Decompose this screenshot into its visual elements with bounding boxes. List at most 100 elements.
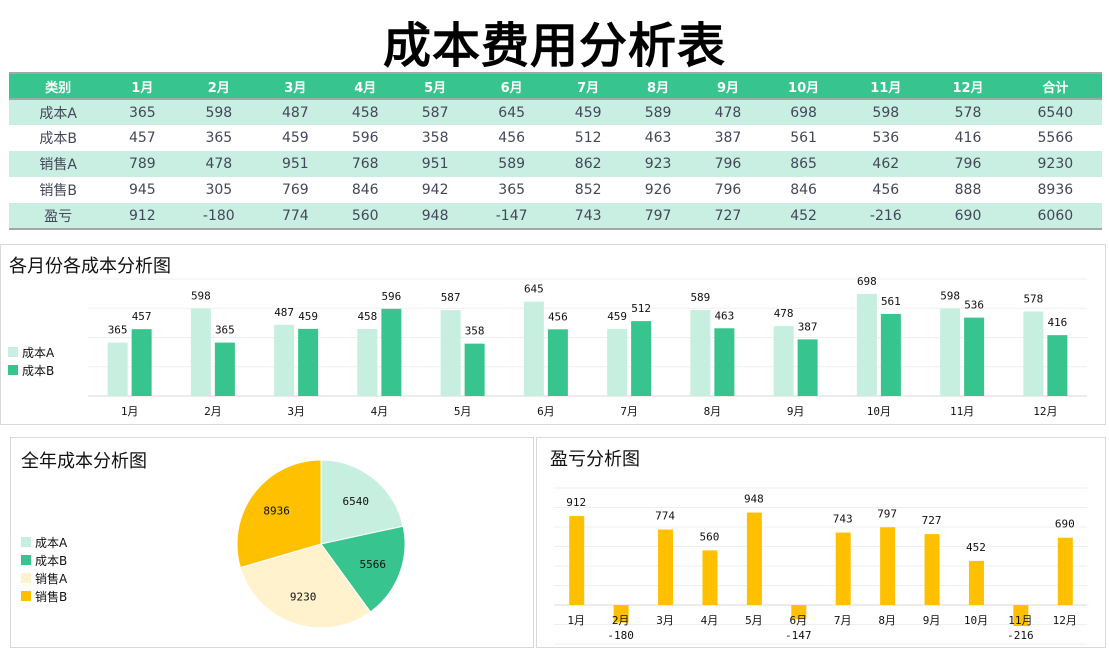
profit-bar <box>702 550 718 605</box>
table-cell: 587 <box>400 99 471 125</box>
data-label: 416 <box>1047 316 1067 329</box>
x-tick-label: 1月 <box>567 614 585 627</box>
table-cell: -216 <box>844 203 928 229</box>
table-row: 成本B 457 365 459 596 358 456 512 463 387 561 536 416 5… <box>9 125 1102 151</box>
pie-chart-svg: 6540 5566 9230 8936 <box>236 459 406 629</box>
data-label: 561 <box>881 295 901 308</box>
legend-item: 成本A <box>8 343 54 361</box>
data-label: 797 <box>877 507 897 520</box>
table-cell: 387 <box>714 130 742 146</box>
column-header: 9月 <box>693 73 763 100</box>
bar-cost-a <box>773 326 794 396</box>
bar-cost-b <box>214 342 235 396</box>
legend-label: 销售B <box>35 589 68 604</box>
table-cell: 862 <box>553 151 624 177</box>
column-header: 8月 <box>623 73 694 100</box>
data-label: 578 <box>1023 292 1043 305</box>
column-header: 7月 <box>553 73 624 100</box>
x-tick-label: 3月 <box>656 614 674 627</box>
chart-title: 盈亏分析图 <box>550 449 640 470</box>
profit-bar <box>835 532 851 605</box>
chart-title: 全年成本分析图 <box>21 451 147 472</box>
legend-item: 销售A <box>21 569 67 587</box>
table-cell: 487 <box>260 99 331 125</box>
table-cell: 456 <box>498 130 526 146</box>
x-tick-label: 4月 <box>371 405 389 418</box>
legend-swatch <box>21 591 31 601</box>
legend-swatch <box>21 537 31 547</box>
legend-swatch <box>8 347 18 357</box>
bar-cost-b <box>880 313 901 396</box>
profit-bar <box>613 605 629 623</box>
table-row: 销售A 789 478 951 768 951 589 862 923 796 865 462 796 9… <box>9 151 1102 177</box>
profit-bar <box>924 534 940 605</box>
x-tick-label: 6月 <box>537 405 555 418</box>
table-cell: 5566 <box>1037 130 1074 146</box>
table-cell: 789 <box>107 151 178 177</box>
table-cell: 456 <box>872 182 900 198</box>
data-label: 459 <box>607 310 627 323</box>
data-label: 698 <box>857 275 877 288</box>
x-tick-label: 10月 <box>867 405 891 418</box>
data-label: 589 <box>690 291 710 304</box>
data-label: 774 <box>655 510 675 523</box>
bar-cost-b <box>298 328 319 396</box>
column-header: 3月 <box>260 73 331 100</box>
bar-cost-b <box>797 339 818 396</box>
row-label: 销售B <box>39 183 77 199</box>
data-label: 948 <box>744 493 764 506</box>
profit-bar <box>880 527 896 605</box>
bar-cost-b <box>631 321 652 396</box>
table-cell: 796 <box>714 182 742 198</box>
bar-chart-svg: 365 457 1月 598 365 2月 487 459 3月 458 596 4月 587 358 5月… <box>88 275 1087 418</box>
table-cell: 561 <box>790 130 817 146</box>
table-cell: 8936 <box>1037 182 1074 198</box>
x-tick-label: 8月 <box>704 405 722 418</box>
bar-cost-b <box>1047 335 1068 396</box>
legend-swatch <box>8 365 18 375</box>
data-label: 458 <box>357 310 377 323</box>
chart-title: 各月份各成本分析图 <box>9 256 171 277</box>
x-tick-label: 9月 <box>787 405 805 418</box>
data-label: 365 <box>108 324 128 337</box>
table-cell: 912 <box>107 203 178 229</box>
data-label: 645 <box>524 283 544 296</box>
bar-cost-b <box>547 329 568 396</box>
table-cell: 945 <box>128 182 156 198</box>
bar-cost-b <box>964 317 985 396</box>
table-cell: 463 <box>644 130 672 146</box>
profit-bar <box>1013 605 1029 627</box>
table-cell: 796 <box>693 151 763 177</box>
bar-cost-a <box>940 308 961 396</box>
data-label: -216 <box>1007 629 1034 642</box>
column-header: 2月 <box>177 73 261 100</box>
column-header: 4月 <box>330 73 401 100</box>
table-cell: 596 <box>351 130 379 146</box>
bar-cost-b <box>464 343 485 396</box>
table-cell: 951 <box>260 151 331 177</box>
column-header: 5月 <box>400 73 471 100</box>
legend-label: 成本A <box>22 345 55 360</box>
slice-label: 9230 <box>290 590 317 603</box>
profit-bar <box>746 512 762 605</box>
bar-cost-a <box>690 309 711 396</box>
table-cell: 452 <box>762 203 845 229</box>
table-cell: 512 <box>574 130 602 146</box>
row-label: 成本A <box>9 99 108 125</box>
bar-cost-a <box>607 328 628 396</box>
data-label: 452 <box>966 541 986 554</box>
table-cell: 951 <box>400 151 471 177</box>
slice-label: 8936 <box>263 505 290 518</box>
x-tick-label: 4月 <box>701 614 719 627</box>
column-header: 12月 <box>927 73 1009 100</box>
data-label: -180 <box>607 629 634 642</box>
data-label: 487 <box>274 306 294 319</box>
data-label: 560 <box>700 530 720 543</box>
bar-cost-b <box>381 308 402 396</box>
table-cell: 942 <box>421 182 449 198</box>
x-tick-label: 1月 <box>121 405 139 418</box>
table-cell: 698 <box>762 99 845 125</box>
table-cell: 598 <box>177 99 261 125</box>
data-label: 536 <box>964 299 984 312</box>
table-cell: 846 <box>790 182 817 198</box>
